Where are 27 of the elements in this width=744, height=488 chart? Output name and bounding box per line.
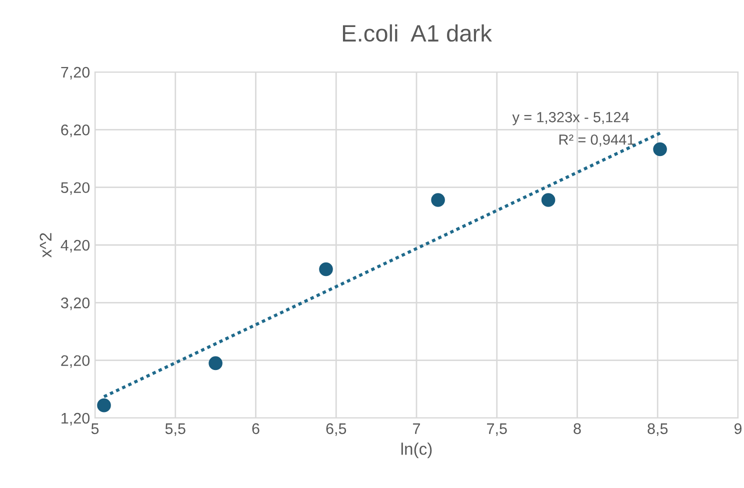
x-tick-label: 6 xyxy=(252,423,260,434)
point xyxy=(541,193,556,207)
y-axis-title: x^2 xyxy=(40,233,52,258)
x-tick-label: 8 xyxy=(574,423,581,434)
point xyxy=(97,398,111,412)
x-tick-label: 7,5 xyxy=(487,423,507,436)
x-tick-label: 7 xyxy=(413,423,420,434)
annotation: R² = 0,9441 xyxy=(559,134,634,147)
point xyxy=(319,262,333,276)
y-tick-label: 3,20 xyxy=(60,298,90,310)
point xyxy=(653,142,667,156)
y-tick-label: 7,20 xyxy=(61,66,90,80)
x-tick-label: 5 xyxy=(91,423,99,434)
point xyxy=(431,193,445,207)
chart-title: E.coli A1 dark xyxy=(342,24,492,42)
x-axis-title: ln(c) xyxy=(401,442,432,458)
x-tick-label: 6,5 xyxy=(326,423,346,436)
annotation: y = 1,323x - 5,124 xyxy=(512,112,629,126)
point xyxy=(208,356,222,370)
x-tick-label: 9 xyxy=(734,423,742,434)
y-tick-label: 5,20 xyxy=(61,182,90,195)
y-tick-label: 4,20 xyxy=(60,240,90,252)
x-tick-label: 8,5 xyxy=(648,423,668,436)
y-tick-label: 1,20 xyxy=(62,412,90,426)
y-tick-label: 6,20 xyxy=(61,124,90,138)
y-tick-label: 2,20 xyxy=(61,355,90,368)
x-tick-label: 5,5 xyxy=(165,423,186,436)
